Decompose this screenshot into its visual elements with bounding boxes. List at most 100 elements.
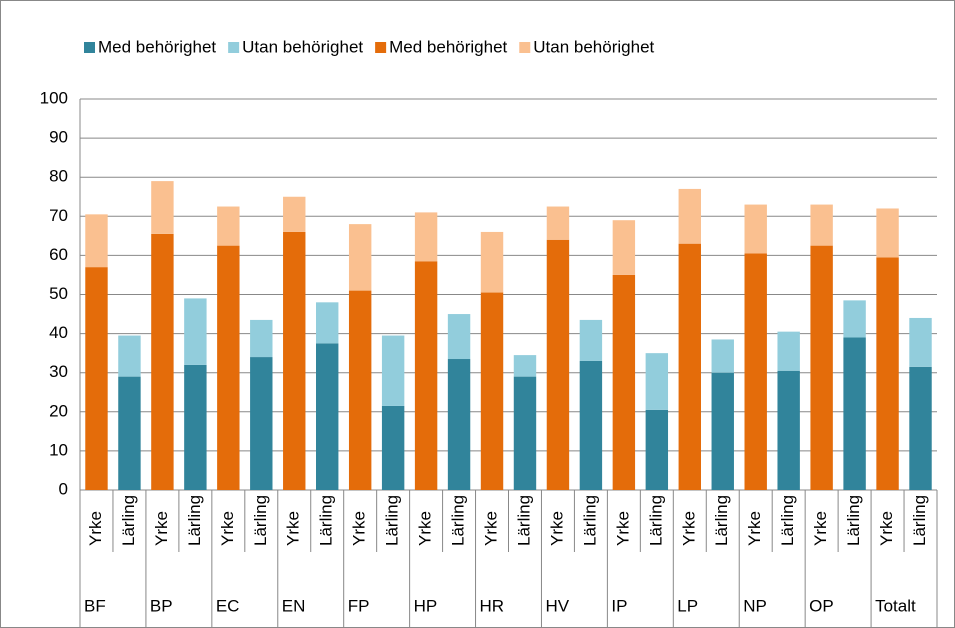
bar-segment	[777, 331, 800, 371]
bar-segment	[250, 319, 273, 358]
bar-segment	[151, 233, 174, 490]
bar-segment	[447, 314, 471, 360]
x-tick-label: Yrke	[218, 511, 237, 546]
group-label: FP	[348, 596, 370, 615]
bar-segment	[810, 204, 833, 246]
bar-segment	[546, 206, 570, 240]
bar-segment	[645, 353, 669, 410]
bar-segment	[118, 335, 141, 377]
bar-segment	[184, 298, 207, 365]
y-tick-label: 50	[49, 284, 68, 303]
bar-segment	[843, 300, 866, 338]
bar-segment	[876, 208, 899, 258]
bar-segment	[348, 290, 372, 490]
x-tick-label: Lärling	[514, 495, 533, 546]
legend-label: Utan behörighet	[533, 37, 654, 56]
x-tick-label: Lärling	[580, 495, 599, 546]
y-tick-label: 100	[40, 88, 68, 107]
x-tick-label: Yrke	[877, 511, 896, 546]
x-tick-label: Yrke	[482, 511, 501, 546]
bar-segment	[909, 317, 932, 367]
legend-swatch	[375, 42, 387, 53]
x-tick-label: Lärling	[383, 495, 402, 546]
bar-segment	[612, 220, 636, 275]
group-label: HP	[414, 596, 438, 615]
group-label: EC	[216, 596, 240, 615]
bar-segment	[480, 231, 504, 293]
y-tick-label: 10	[49, 440, 68, 459]
bar-segment	[283, 196, 306, 232]
bar-segment	[612, 274, 636, 490]
bar-segment	[414, 212, 438, 262]
x-tick-label: Yrke	[679, 511, 698, 546]
bar-segment	[513, 376, 537, 490]
bar-segment	[744, 204, 767, 254]
bar-segment	[513, 355, 537, 377]
x-tick-label: Lärling	[778, 495, 797, 546]
y-tick-label: 90	[49, 128, 68, 147]
group-label: EN	[282, 596, 306, 615]
legend-swatch	[519, 42, 531, 53]
group-label: BP	[150, 596, 173, 615]
x-tick-label: Yrke	[613, 511, 632, 546]
x-tick-label: Yrke	[152, 511, 171, 546]
bar-segment	[283, 231, 306, 490]
group-label: HV	[545, 596, 569, 615]
x-tick-label: Lärling	[317, 495, 336, 546]
x-tick-label: Yrke	[284, 511, 303, 546]
group-label: Totalt	[875, 596, 916, 615]
bar-segment	[381, 405, 405, 490]
group-label: HR	[480, 596, 505, 615]
bar-segment	[579, 360, 603, 490]
x-tick-label: Yrke	[811, 511, 830, 546]
bar-segment	[217, 245, 240, 490]
bar-segment	[579, 319, 603, 361]
y-tick-label: 70	[49, 206, 68, 225]
x-tick-label: Lärling	[646, 495, 665, 546]
bar-segment	[348, 224, 372, 291]
y-tick-label: 80	[49, 167, 68, 186]
legend-swatch	[228, 42, 240, 53]
bar-segment	[151, 181, 174, 234]
y-tick-label: 60	[49, 245, 68, 264]
bar-segment	[645, 409, 669, 490]
x-tick-label: Yrke	[547, 511, 566, 546]
y-tick-label: 20	[49, 401, 68, 420]
bar-segment	[678, 243, 701, 490]
bar-segment	[480, 292, 504, 490]
x-tick-label: Yrke	[745, 511, 764, 546]
x-tick-label: Lärling	[119, 495, 138, 546]
bar-segment	[744, 253, 767, 490]
bar-segment	[777, 370, 800, 490]
y-tick-label: 40	[49, 323, 68, 342]
x-tick-label: Lärling	[712, 495, 731, 546]
x-tick-label: Yrke	[350, 511, 369, 546]
x-tick-label: Lärling	[185, 495, 204, 546]
group-label: OP	[809, 596, 834, 615]
bar-segment	[414, 261, 438, 490]
x-tick-label: Lärling	[910, 495, 929, 546]
bar-segment	[909, 366, 932, 490]
group-label: IP	[611, 596, 627, 615]
legend-label: Med behörighet	[389, 37, 507, 56]
bar-segment	[381, 335, 405, 406]
legend-swatch	[84, 42, 95, 53]
group-label: NP	[743, 596, 767, 615]
bar-segment	[217, 206, 240, 246]
bar-segment	[85, 214, 108, 268]
y-tick-label: 30	[49, 362, 68, 381]
group-label: LP	[677, 596, 698, 615]
legend-label: Med behörighet	[98, 37, 216, 56]
group-label: BF	[84, 596, 106, 615]
bar-segment	[250, 357, 273, 490]
bar-segment	[843, 337, 866, 490]
bar-segment	[118, 376, 141, 490]
bar-segment	[546, 239, 570, 490]
legend-label: Utan behörighet	[242, 37, 363, 56]
bar-segment	[876, 257, 899, 490]
bar-segment	[447, 359, 471, 490]
bar-segment	[316, 343, 339, 490]
bar-segment	[678, 188, 701, 244]
x-tick-label: Yrke	[416, 511, 435, 546]
